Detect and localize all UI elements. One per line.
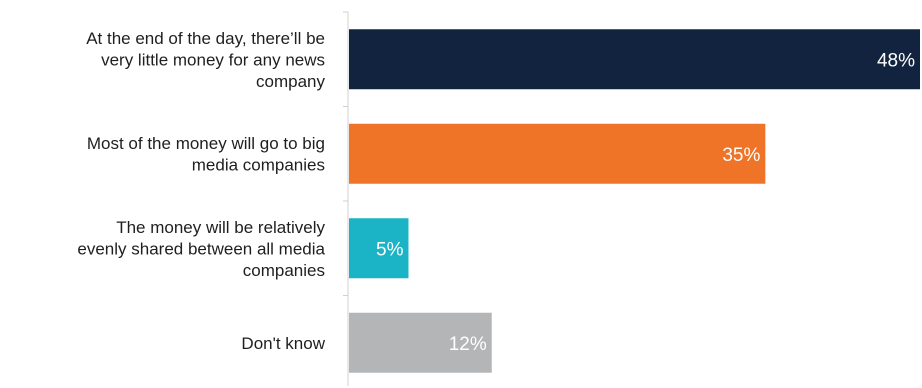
category-label-line: media companies [192, 156, 325, 175]
bar [349, 218, 409, 279]
value-label: 48% [877, 50, 915, 71]
category-label: At the end of the day, there’ll be very l… [86, 29, 325, 91]
category-label: Most of the money will go to big media co… [87, 134, 325, 175]
category-label: Don't know [241, 334, 325, 353]
value-label: 5% [376, 239, 404, 260]
category-label-line: At the end of the day, there’ll be [86, 29, 325, 48]
category-label-line: company [256, 72, 325, 91]
bar [349, 123, 766, 184]
value-label: 35% [722, 145, 760, 166]
category-label-line: very little money for any news [101, 50, 325, 69]
bar [349, 29, 920, 90]
category-label: The money will be relatively evenly share… [77, 218, 325, 280]
value-label: 12% [449, 334, 487, 355]
bar [349, 312, 492, 373]
category-label-line: evenly shared between all media [77, 239, 325, 258]
category-label-line: Don't know [241, 334, 325, 353]
category-label-line: companies [243, 261, 325, 280]
category-label-line: The money will be relatively [116, 218, 325, 237]
category-label-line: Most of the money will go to big [87, 134, 325, 153]
